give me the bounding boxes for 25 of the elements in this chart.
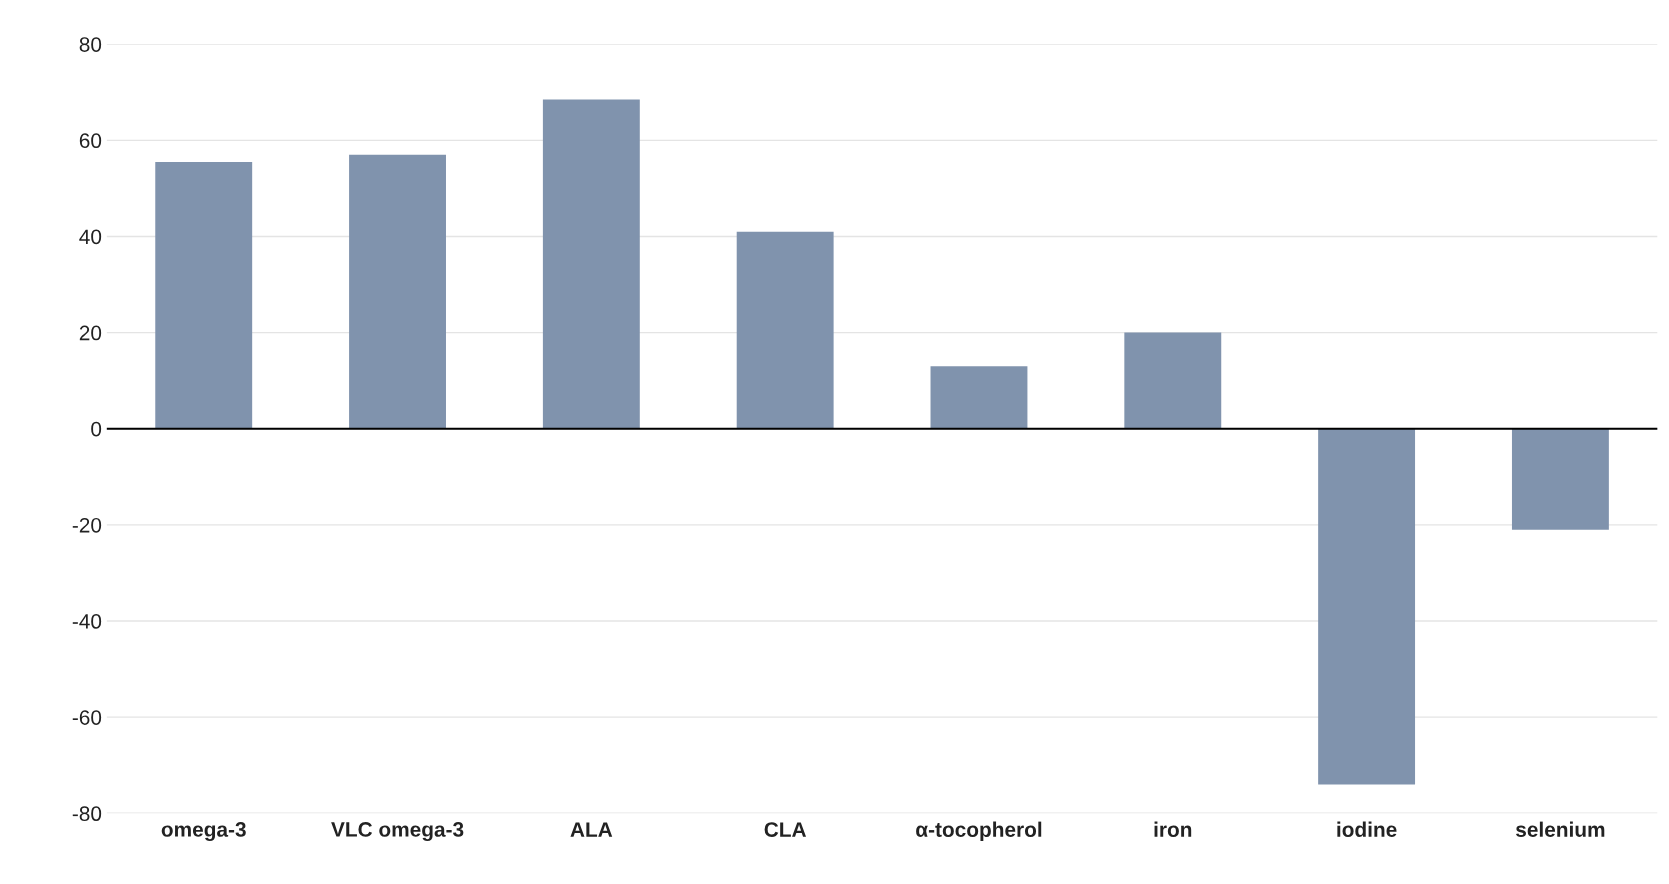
y-tick-label: -40 [72, 614, 102, 629]
x-tick-label: iron [1154, 821, 1192, 837]
x-tick-label: iodine [1337, 821, 1397, 837]
x-tick-label: ALA [570, 822, 613, 837]
bar [930, 366, 1028, 429]
bar [1511, 428, 1609, 530]
x-tick-label: VLC omega-3 [331, 822, 464, 842]
y-tick-label: -60 [72, 710, 102, 725]
y-tick-label: 60 [79, 133, 102, 149]
bar [1124, 332, 1222, 429]
x-tick-label: α-tocopherol [916, 821, 1042, 842]
bar [736, 231, 834, 429]
y-tick-label: 40 [79, 229, 102, 245]
bar [349, 154, 446, 429]
y-tick-label: 20 [79, 325, 102, 341]
x-tick-label: selenium [1515, 821, 1605, 837]
y-tick-label: -20 [72, 517, 102, 533]
y-tick-label: 80 [79, 37, 102, 52]
x-tick-label: CLA [764, 822, 807, 837]
x-tick-label: omega-3 [161, 822, 246, 842]
bar [155, 161, 253, 429]
y-tick-label: 0 [91, 421, 102, 437]
bar [542, 99, 640, 429]
bar [1318, 428, 1416, 785]
y-tick-label: -80 [72, 806, 102, 822]
